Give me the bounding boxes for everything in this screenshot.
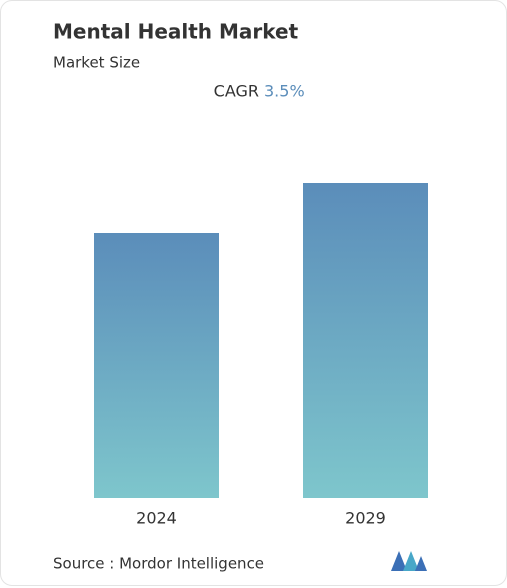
x-tick-label: 2024 (136, 509, 177, 528)
chart-subtitle: Market Size (53, 54, 140, 72)
cagr-value: 3.5% (264, 82, 305, 101)
bar (303, 183, 428, 498)
chart-title: Mental Health Market (53, 20, 299, 44)
bar (94, 233, 219, 498)
source: Source : Mordor Intelligence (53, 555, 264, 573)
logo (391, 551, 427, 571)
cagr-label: CAGR (214, 82, 259, 101)
x-tick-label: 2029 (345, 509, 386, 528)
